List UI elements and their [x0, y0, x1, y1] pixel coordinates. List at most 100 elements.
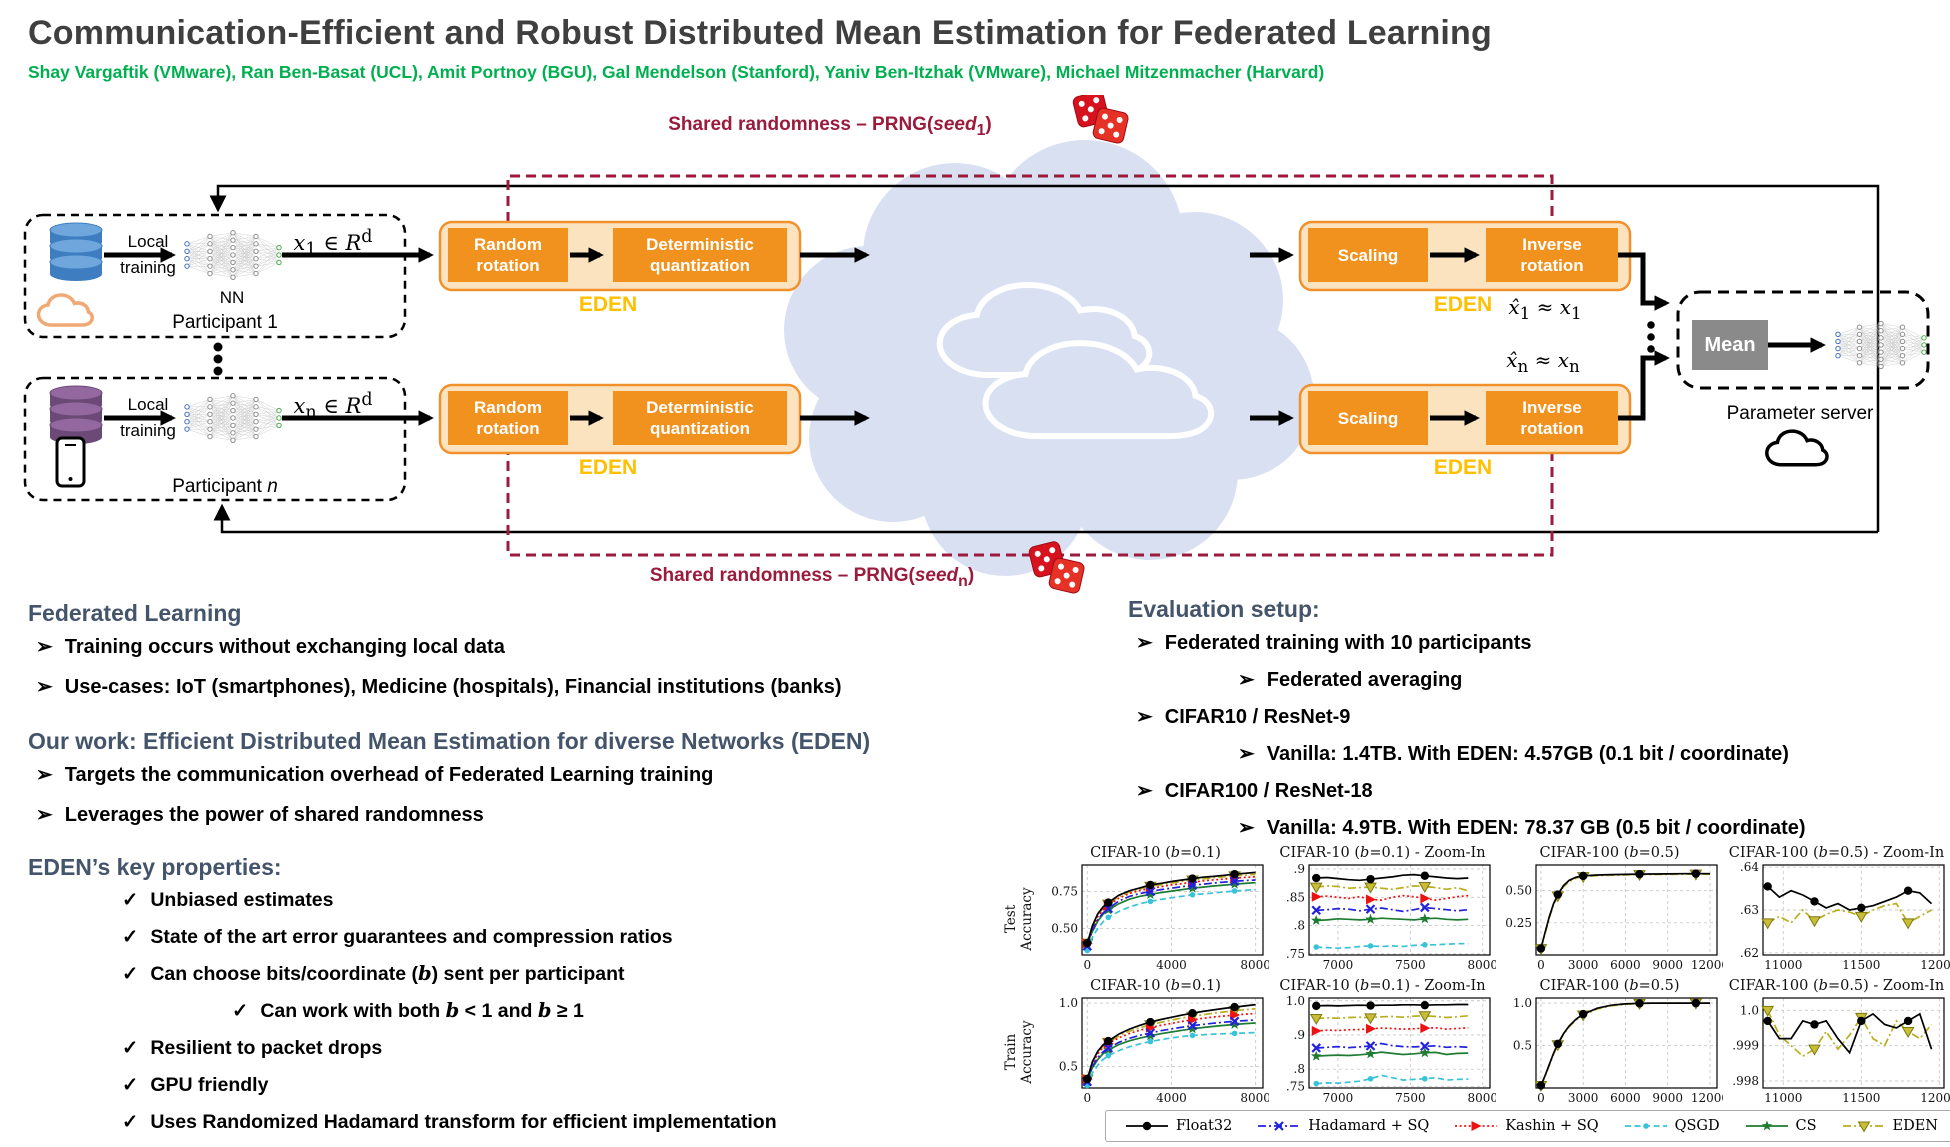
chart-plot: 0 4000 8000 0.50 0.75	[1051, 864, 1271, 972]
svg-text:8000: 8000	[1240, 958, 1269, 972]
svg-text:9000: 9000	[1652, 958, 1683, 972]
arrow-decoder-server	[1618, 252, 1670, 311]
legend-entry-cs: CS	[1744, 1118, 1817, 1134]
arrow-bullet-icon: ➢	[1238, 817, 1255, 839]
svg-text:.63: .63	[1740, 903, 1759, 917]
svg-text:0.75: 0.75	[1051, 885, 1078, 899]
estimate-x1-label: x̂1 ≈ x1	[1508, 295, 1582, 323]
chart-title: CIFAR-100 (b=0.5)	[1539, 845, 1680, 861]
vector-x1-label: x1 ∈ Rd	[293, 227, 373, 261]
deterministic-quantization-label: Deterministic quantization	[646, 398, 754, 438]
chart-cifar10-train-zoom: CIFAR-10 (b=0.1) - Zoom-In 7000 7500 8000 .7…	[1269, 978, 1498, 1108]
random-rotation-box	[448, 391, 568, 445]
participant-1-label: Participant 1	[172, 312, 278, 333]
svg-text:1.0: 1.0	[1286, 994, 1305, 1008]
chart-title: CIFAR-100 (b=0.5) - Zoom-In	[1728, 845, 1945, 861]
legend-label: Hadamard + SQ	[1308, 1118, 1430, 1134]
svg-text:0: 0	[1083, 1091, 1091, 1105]
svg-text:.9: .9	[1294, 1028, 1305, 1042]
svg-text:3000: 3000	[1568, 1091, 1599, 1105]
eden-properties-heading: EDEN’s key properties:	[28, 854, 282, 880]
mean-box	[1692, 320, 1768, 370]
our-work-heading: Our work: Efficient Distributed Mean Est…	[28, 728, 871, 754]
bullet-item: ➢ Federated training with 10 participants	[1136, 632, 1532, 654]
svg-text:0.50: 0.50	[1051, 921, 1078, 935]
check-icon: ✓	[232, 1000, 249, 1022]
bullet-item: ➢ Federated averaging	[1238, 669, 1463, 691]
chart-cifar100-test: CIFAR-100 (b=0.5)0300060009000120000.250…	[1496, 845, 1729, 975]
legend-sample-icon	[1624, 1123, 1667, 1129]
eden-properties-list: ✓ Unbiased estimates ✓ State of the art err…	[36, 888, 777, 1147]
deterministic-quantization-box	[613, 228, 787, 282]
scaling-label: Scaling	[1337, 408, 1399, 428]
bullet-item: ➢ Vanilla: 4.9TB. With EDEN: 78.37 GB (0.…	[1238, 817, 1806, 839]
bullet-item: ➢ CIFAR100 / ResNet-18	[1136, 780, 1373, 802]
svg-text:0.50: 0.50	[1505, 884, 1532, 898]
svg-text:4000: 4000	[1156, 1091, 1187, 1105]
diagram-canvas	[23, 95, 1930, 594]
check-icon: ✓	[122, 1111, 139, 1133]
system-diagram: Shared randomness – PRNG(seed1) Shared r…	[0, 95, 1950, 615]
authors-line: Shay Vargaftik (VMware), Ran Ben-Basat (…	[28, 62, 1325, 82]
random-rotation-box	[448, 228, 568, 282]
svg-text:6000: 6000	[1610, 958, 1641, 972]
svg-text:3000: 3000	[1568, 958, 1599, 972]
smartphone-icon	[55, 436, 86, 488]
scaling-box	[1308, 228, 1428, 282]
participants-ellipsis-icon	[213, 342, 223, 376]
legend-entry-eden: EDEN	[1841, 1118, 1938, 1134]
train-accuracy-axis-label: Train Accuracy	[1003, 1020, 1035, 1084]
vector-xn-label: xn ∈ Rd	[293, 390, 373, 424]
legend-label: EDEN	[1892, 1118, 1938, 1134]
shared-randomness-bottom-label: Shared randomness – PRNG(seedn)	[649, 565, 975, 590]
estimate-xn-label: x̂n ≈ xn	[1506, 348, 1580, 376]
check-icon: ✓	[122, 963, 139, 985]
chart-legend: Float32 Hadamard + SQ Kashin + SQ QSGD CS EDE…	[1105, 1110, 1950, 1142]
svg-text:8000: 8000	[1467, 958, 1496, 972]
nn-graphic	[184, 230, 282, 280]
eden-label: EDEN	[1433, 293, 1493, 316]
chart-title: CIFAR-100 (b=0.5) - Zoom-In	[1728, 978, 1945, 994]
bullet-item: ➢ Use-cases: IoT (smartphones), Medicine …	[36, 676, 842, 698]
federated-learning-heading: Federated Learning	[28, 600, 242, 626]
bullet-item: ✓ Can choose bits/coordinate (b) sent per…	[122, 962, 625, 985]
participant-1-box	[23, 213, 407, 339]
chart-plot: 7000 7500 8000 .75 .8 .9 1.0	[1286, 994, 1498, 1105]
svg-text:.9: .9	[1294, 862, 1305, 876]
arrow-bullet-icon: ➢	[36, 804, 53, 826]
nn-graphic	[1835, 320, 1927, 370]
arrow-bullet-icon: ➢	[1238, 669, 1255, 691]
arrow-decoder-server	[1618, 350, 1670, 421]
arrow-bullet-icon: ➢	[36, 764, 53, 786]
legend-label: Kashin + SQ	[1505, 1118, 1599, 1134]
arrow-bullet-icon: ➢	[1136, 780, 1153, 802]
chart-cifar100-train-zoom: CIFAR-100 (b=0.5) - Zoom-In 11000 11500 120…	[1723, 978, 1950, 1108]
inverse-rotation-label: Inverse rotation	[1520, 398, 1584, 438]
dice-icon	[1028, 541, 1085, 594]
database-icon	[49, 385, 103, 444]
chart-plot: 7000 7500 8000 .75 .8 .85 .9	[1286, 862, 1498, 972]
local-training-label: Local training	[120, 232, 176, 277]
arrow-bullet-icon: ➢	[1238, 743, 1255, 765]
bullet-item: ➢ Vanilla: 1.4TB. With EDEN: 4.57GB (0.1 …	[1238, 743, 1789, 765]
participant-n-box	[23, 376, 407, 502]
parameter-server-label: Parameter server	[1726, 403, 1874, 424]
bullet-item: ✓ GPU friendly	[122, 1074, 269, 1096]
chart-cifar10-test: CIFAR-10 (b=0.1) 0 4000 8000 0.50 0.75	[1042, 845, 1271, 975]
arrow-bullet-icon: ➢	[1136, 632, 1153, 654]
our-work-list: ➢ Targets the communication overhead of F…	[36, 762, 713, 842]
deterministic-quantization-box	[613, 391, 787, 445]
chart-cifar10-train: CIFAR-10 (b=0.1) 0 4000 8000 0.5 1.0	[1042, 978, 1271, 1108]
deterministic-quantization-label: Deterministic quantization	[646, 235, 754, 275]
scaling-box	[1308, 391, 1428, 445]
svg-text:0: 0	[1537, 958, 1545, 972]
arrow-bullet-icon: ➢	[36, 636, 53, 658]
eden-label: EDEN	[578, 456, 638, 479]
svg-text:7000: 7000	[1323, 958, 1354, 972]
